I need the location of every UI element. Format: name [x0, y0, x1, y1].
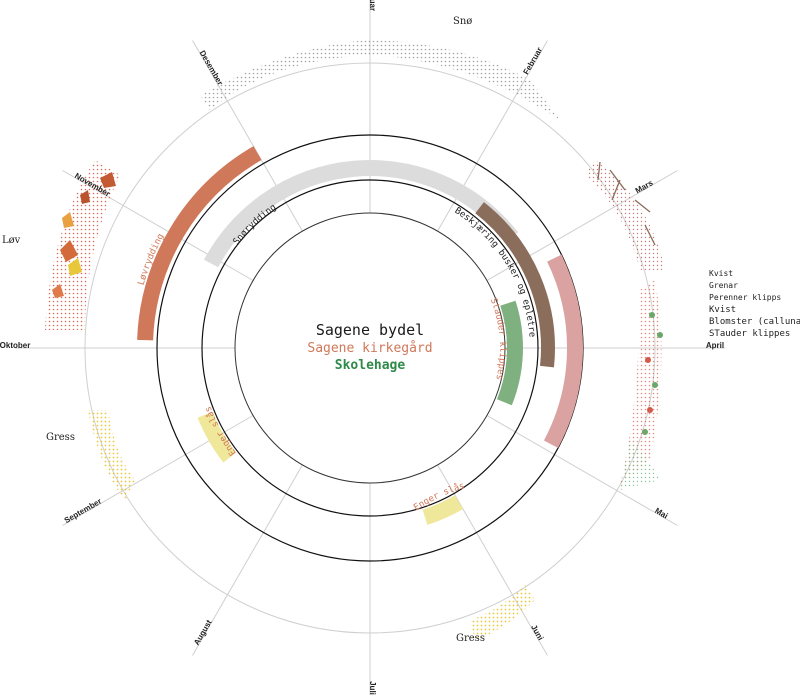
- legend-item: Perenner klipps: [709, 293, 781, 302]
- month-label-juni: Juni: [529, 623, 545, 642]
- band-snow-clearing: [204, 160, 519, 268]
- label-leaves: Løv: [2, 235, 21, 246]
- center-title-bydel: Sagene bydel: [316, 321, 424, 339]
- right-legend: Kvist Grenar Perenner klipps Kvist Bloms…: [709, 269, 800, 339]
- month-label-mai: Mai: [653, 506, 669, 520]
- ring-kirkegard: [201, 179, 539, 517]
- month-divider: [486, 415, 678, 526]
- legend-item: Grenar: [709, 281, 738, 290]
- twigs-texture: [585, 160, 665, 270]
- band-perennials-green: [496, 300, 523, 406]
- ring-inner: [234, 212, 506, 484]
- month-label-februar: Februar: [521, 46, 544, 76]
- label-grass-left: Gress: [46, 432, 75, 443]
- month-label-oktober: Oktober: [0, 341, 30, 350]
- legend-item: Kvist: [709, 269, 733, 278]
- legend-item: Blomster (calluna): [709, 317, 800, 327]
- label-snow: Snø: [453, 16, 472, 27]
- label-grass-bottom: Gress: [456, 633, 485, 644]
- center-title-kirkegard: Sagene kirkegård: [307, 341, 432, 356]
- month-divider: [437, 464, 548, 656]
- snow-texture: [200, 40, 560, 120]
- center-title-skolehage: Skolehage: [335, 358, 406, 373]
- flowers-texture: [620, 280, 663, 490]
- band-pruning: [475, 202, 555, 368]
- legend-item: STauder klippes: [709, 329, 790, 339]
- band-leaf-clearing: [137, 146, 262, 341]
- band-meadow-sep: [197, 411, 237, 463]
- month-label-mars: Mars: [634, 178, 655, 195]
- legend-item: Kvist: [709, 305, 736, 315]
- band-perennials-pink: [543, 254, 584, 448]
- month-label-januar: Januar: [368, 0, 377, 11]
- month-label-april: April: [706, 341, 724, 350]
- grass-texture: [88, 410, 535, 640]
- month-label-august: August: [192, 618, 214, 647]
- band-meadow-jun: [422, 495, 463, 525]
- month-divider: [192, 464, 303, 656]
- month-label-desember: Desember: [198, 49, 225, 87]
- month-divider: [437, 40, 548, 232]
- leaves-texture: [45, 160, 120, 330]
- month-label-juli: Juli: [368, 681, 377, 695]
- month-divider: [192, 40, 303, 232]
- month-label-september: September: [63, 497, 103, 525]
